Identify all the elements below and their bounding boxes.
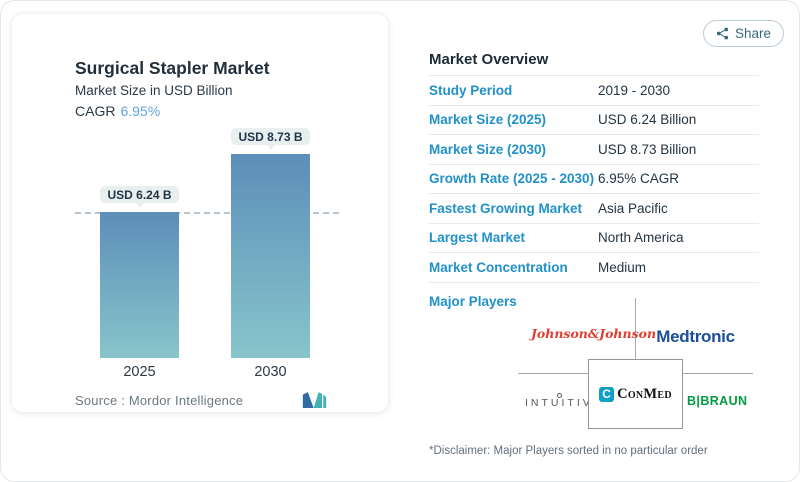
conmed-logo: ConMed xyxy=(617,385,672,402)
row-label: Market Size (2025) xyxy=(429,112,547,128)
bar-value-pointer xyxy=(266,145,275,150)
row-label: Market Concentration xyxy=(429,259,568,275)
table-row: Growth Rate (2025 - 2030) 6.95% CAGR xyxy=(429,165,759,194)
row-value: USD 6.24 Billion xyxy=(598,112,697,128)
row-label: Largest Market xyxy=(429,230,526,246)
share-nodes-icon xyxy=(716,27,729,40)
bar-group-2025: USD 6.24 B xyxy=(100,186,179,358)
overview-heading: Market Overview xyxy=(429,51,549,68)
chart-subtitle: Market Size in USD Billion xyxy=(75,83,233,98)
x-axis-label-2030: 2030 xyxy=(254,364,287,380)
b-braun-logo: B|BRAUN xyxy=(687,394,748,408)
table-row: Market Size (2025) USD 6.24 Billion xyxy=(429,106,759,135)
bar-value-pointer xyxy=(135,203,144,208)
row-label: Market Size (2030) xyxy=(429,141,547,157)
overview-table: Study Period 2019 - 2030 Market Size (20… xyxy=(429,75,759,283)
reference-dashed-line xyxy=(75,212,339,214)
mordor-intelligence-logo xyxy=(302,392,327,408)
table-row: Study Period 2019 - 2030 xyxy=(429,76,759,106)
cagr-value: 6.95% xyxy=(120,103,161,119)
row-label: Growth Rate (2025 - 2030) xyxy=(429,171,595,187)
johnson-and-johnson-logo: Johnson&Johnson xyxy=(531,326,657,341)
row-value: USD 8.73 Billion xyxy=(598,141,697,157)
x-axis-label-2025: 2025 xyxy=(123,364,156,380)
row-value: 2019 - 2030 xyxy=(598,82,671,98)
row-value: Asia Pacific xyxy=(598,200,668,216)
bar-group-2030: USD 8.73 B xyxy=(231,128,310,358)
players-divider-horizontal-left xyxy=(518,373,588,374)
table-row: Fastest Growing Market Asia Pacific xyxy=(429,194,759,224)
table-row: Market Size (2030) USD 8.73 Billion xyxy=(429,135,759,165)
cagr-label: CAGR xyxy=(75,103,116,119)
row-label: Study Period xyxy=(429,82,513,98)
disclaimer-text: *Disclaimer: Major Players sorted in no … xyxy=(429,445,708,457)
medtronic-logo: Medtronic xyxy=(656,327,735,346)
share-button-label: Share xyxy=(735,26,772,41)
share-button[interactable]: Share xyxy=(703,20,785,47)
bar-value-label: USD 8.73 B xyxy=(231,128,310,145)
bar-2030 xyxy=(231,154,310,358)
row-value: 6.95% CAGR xyxy=(598,171,680,187)
intuitive-logo: INTUITIVE xyxy=(525,393,603,409)
row-value: North America xyxy=(598,230,684,246)
cagr-line: CAGR 6.95% xyxy=(75,103,160,119)
table-row: Largest Market North America xyxy=(429,224,759,253)
table-row: Market Concentration Medium xyxy=(429,253,759,283)
bar-2025 xyxy=(100,212,179,358)
chart-title: Surgical Stapler Market xyxy=(75,58,270,78)
source-row: Source : Mordor Intelligence xyxy=(75,392,327,409)
players-divider-horizontal-right xyxy=(683,373,753,374)
conmed-icon: C xyxy=(599,386,615,402)
major-players-label: Major Players xyxy=(429,294,517,309)
row-label: Fastest Growing Market xyxy=(429,200,583,216)
source-attribution: Source : Mordor Intelligence xyxy=(75,393,244,408)
bar-value-label: USD 6.24 B xyxy=(100,186,179,203)
market-size-chart-card: Surgical Stapler Market Market Size in U… xyxy=(11,13,389,413)
players-divider-vertical xyxy=(635,298,636,359)
row-value: Medium xyxy=(598,259,647,275)
conmed-logo-box: C ConMed xyxy=(588,359,683,429)
